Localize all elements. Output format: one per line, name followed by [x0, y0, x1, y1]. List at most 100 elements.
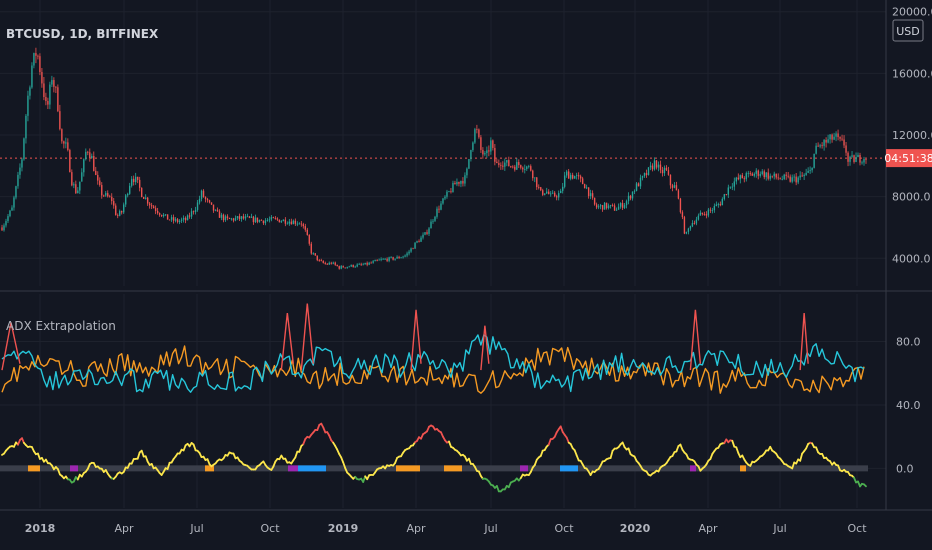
x-tick-label: Oct	[260, 522, 280, 535]
price-tick-label: 12000.0	[892, 129, 932, 142]
candle	[420, 235, 422, 242]
price-tick-label: 16000.0	[892, 67, 932, 80]
candle	[803, 173, 805, 181]
candle	[440, 200, 442, 211]
band-segment	[205, 465, 214, 472]
candle	[488, 145, 490, 157]
candle	[97, 171, 99, 185]
candle	[376, 259, 378, 262]
candle	[831, 133, 833, 143]
candle	[134, 172, 137, 185]
candle	[87, 150, 89, 156]
candle	[75, 180, 77, 194]
oscillator-segment	[192, 443, 197, 452]
candle	[825, 137, 827, 148]
candle	[865, 158, 867, 164]
candle	[264, 218, 267, 226]
candle	[196, 199, 199, 212]
candle	[73, 182, 75, 189]
candle	[228, 217, 231, 219]
candle	[703, 211, 706, 216]
candle	[540, 186, 542, 192]
candle	[69, 148, 71, 173]
time-axis[interactable]: 2018 Apr Jul Oct 2019 Apr Jul Oct 2020 Apr Jul Oct	[0, 509, 932, 535]
candle	[9, 209, 11, 218]
candle	[410, 247, 412, 253]
oscillator-segment	[144, 455, 149, 463]
candle	[801, 172, 803, 177]
candle	[424, 232, 426, 236]
oscillator-segment	[709, 452, 714, 460]
candle	[799, 171, 801, 181]
price-tag: 04:51:38	[884, 149, 932, 168]
candle	[585, 184, 588, 190]
candle	[707, 207, 710, 218]
candle	[526, 165, 528, 171]
candle	[250, 213, 253, 218]
candle	[755, 168, 757, 178]
price-grid	[0, 0, 886, 286]
candle	[218, 209, 221, 218]
candle	[45, 92, 47, 106]
candle	[268, 216, 271, 223]
candle	[312, 252, 314, 256]
candle	[851, 151, 853, 158]
candle	[270, 215, 273, 222]
candle	[811, 167, 813, 173]
candle	[344, 267, 346, 269]
candle	[125, 193, 127, 208]
candle	[266, 218, 269, 222]
candle	[569, 172, 572, 181]
oscillator-segment	[533, 458, 538, 467]
candle	[476, 124, 478, 134]
indicator-pane[interactable]	[0, 290, 932, 508]
candle	[753, 172, 755, 178]
candle	[107, 190, 109, 198]
candle	[454, 180, 456, 185]
candle	[717, 202, 720, 208]
candle	[655, 159, 658, 170]
oscillator-segment	[627, 447, 632, 456]
candle	[434, 215, 436, 223]
x-tick-label: Jul	[189, 522, 203, 535]
candle	[386, 257, 388, 263]
candle	[276, 217, 279, 222]
candle	[222, 213, 225, 223]
candle	[460, 180, 462, 188]
candle	[65, 137, 67, 149]
candle	[164, 214, 167, 217]
candle	[190, 208, 193, 220]
candle	[502, 161, 504, 170]
candle	[119, 209, 121, 217]
oscillator-segment	[547, 438, 552, 446]
candle	[693, 220, 696, 225]
candle	[234, 215, 237, 222]
candle	[414, 242, 416, 250]
candle	[857, 152, 859, 158]
oscillator-segment	[57, 468, 61, 476]
candle	[258, 219, 261, 223]
candle	[723, 193, 726, 201]
price-axis[interactable]: 20000.0 16000.0 12000.0 8000.0 4000.0 80.0 40…	[885, 0, 932, 510]
candle	[144, 194, 147, 200]
candle	[400, 256, 402, 259]
candle	[603, 202, 606, 210]
candle	[779, 177, 781, 180]
candle	[226, 214, 229, 221]
candle	[783, 173, 785, 181]
candle	[57, 84, 59, 113]
candle	[809, 166, 811, 174]
adx-spike	[689, 309, 702, 371]
candle	[847, 151, 849, 167]
price-tick-label: 4000.0	[892, 252, 931, 265]
price-pane[interactable]	[0, 0, 886, 286]
candle	[280, 220, 283, 223]
candle	[711, 207, 714, 214]
candle	[154, 205, 157, 215]
candle	[444, 195, 446, 201]
candle	[352, 264, 354, 268]
candle	[839, 136, 841, 142]
candle	[91, 153, 93, 159]
candle	[490, 137, 492, 155]
currency-button[interactable]: USD	[892, 19, 924, 42]
